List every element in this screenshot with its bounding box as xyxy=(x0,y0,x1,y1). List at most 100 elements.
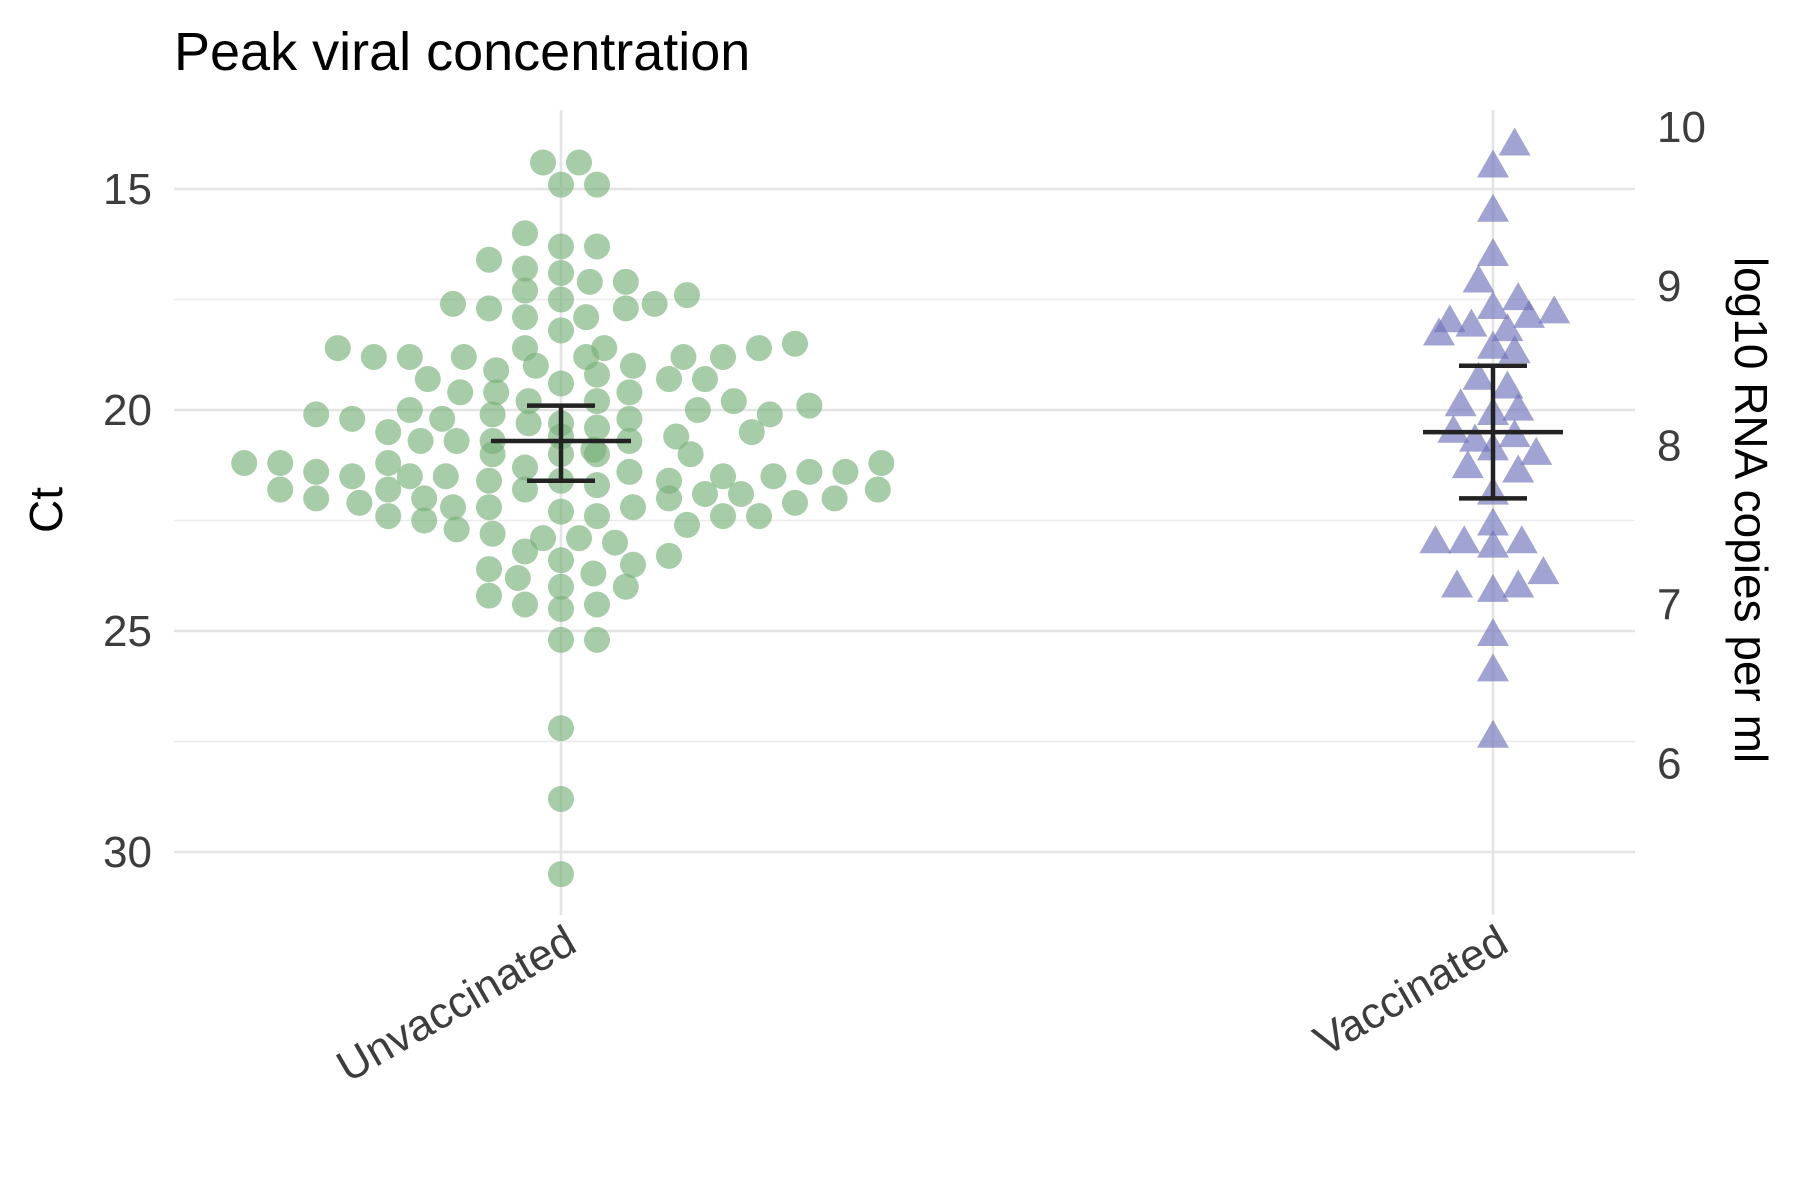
point-vaccinated xyxy=(1477,653,1509,682)
point-unvaccinated xyxy=(584,233,610,260)
point-unvaccinated xyxy=(548,595,574,622)
point-unvaccinated xyxy=(710,343,736,370)
chart-title: Peak viral concentration xyxy=(174,22,750,82)
point-unvaccinated xyxy=(375,476,402,503)
point-vaccinated xyxy=(1477,573,1509,602)
y-tick-label: 30 xyxy=(103,828,152,877)
point-unvaccinated xyxy=(663,423,690,450)
point-unvaccinated xyxy=(476,467,502,494)
point-unvaccinated xyxy=(580,560,607,587)
point-vaccinated xyxy=(1502,569,1535,598)
point-vaccinated xyxy=(1527,556,1560,585)
point-unvaccinated xyxy=(746,335,772,362)
point-unvaccinated xyxy=(584,361,610,388)
point-unvaccinated xyxy=(432,463,459,490)
point-unvaccinated xyxy=(231,450,258,477)
point-vaccinated xyxy=(1451,450,1484,479)
y-tick-label: 15 xyxy=(103,165,152,214)
point-vaccinated xyxy=(1423,317,1455,346)
point-unvaccinated xyxy=(267,450,294,477)
point-unvaccinated xyxy=(584,591,610,618)
point-vaccinated xyxy=(1538,295,1571,324)
point-unvaccinated xyxy=(620,551,646,578)
point-unvaccinated xyxy=(821,485,848,512)
point-unvaccinated xyxy=(443,427,470,454)
point-unvaccinated xyxy=(339,463,366,490)
point-unvaccinated xyxy=(670,343,697,370)
point-unvaccinated xyxy=(692,480,718,507)
point-unvaccinated xyxy=(360,343,387,370)
point-unvaccinated xyxy=(414,366,441,393)
point-vaccinated xyxy=(1491,313,1524,342)
point-unvaccinated xyxy=(303,458,330,485)
point-unvaccinated xyxy=(760,463,787,490)
point-unvaccinated xyxy=(303,401,330,428)
point-unvaccinated xyxy=(573,304,600,331)
point-vaccinated xyxy=(1520,436,1553,465)
y2-tick-label: 9 xyxy=(1657,262,1681,311)
point-unvaccinated xyxy=(548,785,574,812)
point-vaccinated xyxy=(1498,335,1531,364)
point-unvaccinated xyxy=(692,366,718,393)
data-points xyxy=(231,127,1571,888)
point-unvaccinated xyxy=(612,295,639,322)
point-vaccinated xyxy=(1498,127,1531,156)
point-unvaccinated xyxy=(522,352,549,379)
point-unvaccinated xyxy=(512,454,538,481)
point-unvaccinated xyxy=(548,317,574,344)
point-unvaccinated xyxy=(479,520,506,547)
x-tick-label-unvaccinated: Unvaccinated xyxy=(329,916,584,1092)
point-unvaccinated xyxy=(641,290,668,317)
point-vaccinated xyxy=(1477,330,1509,359)
point-unvaccinated xyxy=(602,529,628,556)
point-unvaccinated xyxy=(746,503,772,530)
point-vaccinated xyxy=(1477,529,1509,558)
point-unvaccinated xyxy=(411,507,438,534)
y-axis-label: Ct xyxy=(20,487,72,533)
point-unvaccinated xyxy=(411,485,438,512)
point-unvaccinated xyxy=(548,233,574,260)
point-unvaccinated xyxy=(512,591,538,618)
point-vaccinated xyxy=(1477,193,1509,222)
point-unvaccinated xyxy=(620,352,646,379)
point-unvaccinated xyxy=(782,330,808,357)
point-vaccinated xyxy=(1462,361,1495,390)
point-unvaccinated xyxy=(548,547,574,574)
point-vaccinated xyxy=(1477,290,1509,319)
point-unvaccinated xyxy=(566,525,592,552)
x-tick-label-vaccinated: Vaccinated xyxy=(1306,916,1516,1066)
point-vaccinated xyxy=(1477,507,1509,536)
point-vaccinated xyxy=(1441,569,1473,598)
point-unvaccinated xyxy=(710,503,736,530)
point-unvaccinated xyxy=(548,259,574,286)
error-bars xyxy=(491,363,1563,501)
point-unvaccinated xyxy=(440,290,466,317)
point-vaccinated xyxy=(1491,370,1524,399)
point-unvaccinated xyxy=(576,268,603,295)
point-unvaccinated xyxy=(677,441,704,468)
point-unvaccinated xyxy=(674,282,700,309)
point-unvaccinated xyxy=(530,149,556,176)
point-unvaccinated xyxy=(443,516,470,543)
point-unvaccinated xyxy=(303,485,330,512)
point-unvaccinated xyxy=(864,476,891,503)
y-tick-label: 20 xyxy=(103,386,152,435)
point-unvaccinated xyxy=(620,494,646,521)
point-unvaccinated xyxy=(720,388,747,415)
point-unvaccinated xyxy=(450,343,477,370)
point-vaccinated xyxy=(1513,299,1545,328)
point-unvaccinated xyxy=(616,458,643,485)
point-unvaccinated xyxy=(728,480,754,507)
point-unvaccinated xyxy=(476,494,502,521)
point-unvaccinated xyxy=(479,441,506,468)
point-vaccinated xyxy=(1455,308,1488,337)
point-unvaccinated xyxy=(548,626,574,653)
point-unvaccinated xyxy=(512,304,538,331)
point-unvaccinated xyxy=(375,503,402,530)
point-unvaccinated xyxy=(548,171,574,198)
point-vaccinated xyxy=(1448,525,1481,554)
point-unvaccinated xyxy=(512,476,538,503)
point-vaccinated xyxy=(1502,282,1535,311)
point-unvaccinated xyxy=(267,476,294,503)
